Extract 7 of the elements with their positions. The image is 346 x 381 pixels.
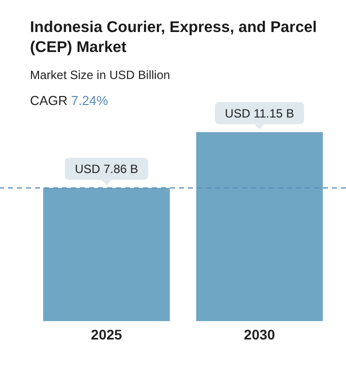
x-tick-label: 2030 (244, 326, 276, 342)
data-label: USD 11.15 B (224, 106, 294, 120)
data-label: USD 7.86 B (74, 162, 138, 176)
chart-subtitle: Market Size in USD Billion (30, 68, 170, 82)
x-tick-label: 2025 (90, 326, 122, 342)
text: CAGR 7.24% (30, 93, 108, 108)
chart-title: Indonesia Courier, Express, and Parcel (CEP) Market (30, 18, 318, 58)
